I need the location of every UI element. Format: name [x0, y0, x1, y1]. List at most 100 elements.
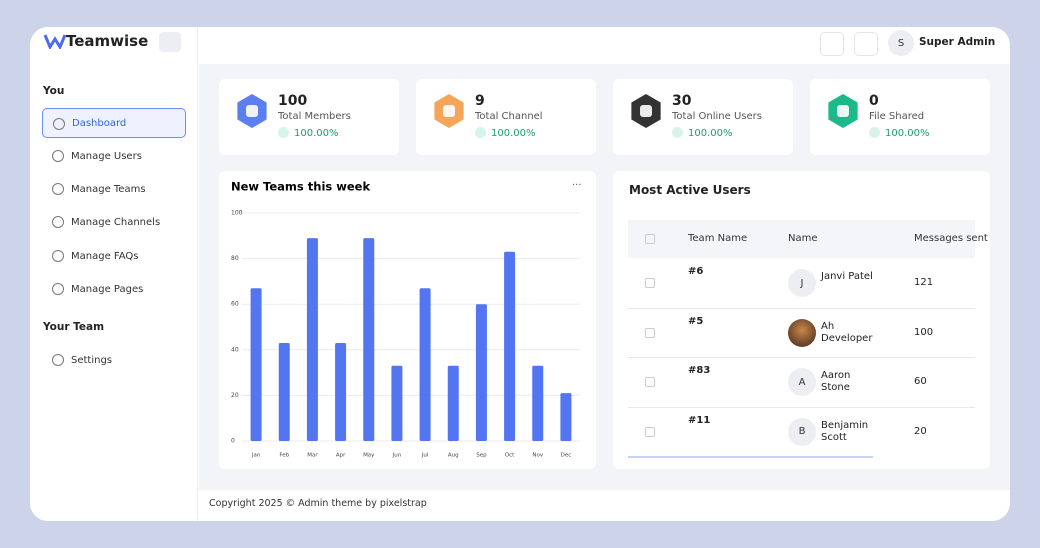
bar [306, 238, 318, 441]
y-tick-label: 80 [231, 255, 239, 262]
nav-item[interactable]: Manage Teams [42, 174, 186, 204]
x-tick-label: Jun [392, 453, 402, 459]
checkbox[interactable] [645, 426, 655, 437]
checkbox[interactable] [645, 327, 655, 338]
bar [250, 288, 262, 441]
stat-change: 100.00% [672, 127, 733, 139]
section-title: You [43, 85, 65, 97]
x-tick-label: Nov [532, 453, 543, 459]
stat-change: 100.00% [278, 127, 339, 139]
x-tick-label: Oct [505, 453, 515, 459]
bar [532, 365, 544, 441]
stat-value: 9 [475, 93, 485, 109]
bar [560, 393, 572, 441]
checkbox[interactable] [645, 377, 655, 387]
chart-menu[interactable]: ··· [572, 180, 582, 191]
nav-label: Manage Channels [71, 216, 161, 228]
messages: 20 [914, 425, 927, 437]
x-tick-label: Sep [476, 453, 487, 459]
column-header: Team Name [688, 233, 748, 244]
stat-value: 0 [869, 93, 879, 109]
nav-icon [53, 118, 65, 130]
row-divider [628, 357, 975, 358]
logo-icon [43, 34, 67, 49]
nav-label: Manage Pages [71, 283, 144, 295]
bar [363, 238, 375, 441]
avatar: B [788, 417, 816, 446]
nav-item[interactable]: Manage FAQs [42, 241, 186, 271]
stat-value: 100 [278, 93, 308, 109]
y-tick-label: 60 [231, 301, 239, 308]
nav-item[interactable]: Settings [42, 345, 186, 375]
stat-change: 100.00% [475, 127, 536, 139]
y-tick-label: 0 [231, 438, 235, 445]
team-name: #5 [688, 315, 704, 327]
nav-icon [52, 283, 64, 295]
nav-icon [52, 250, 64, 262]
checkbox[interactable] [645, 234, 655, 244]
user-avatar[interactable]: S [888, 30, 914, 56]
theme-toggle[interactable] [820, 32, 844, 56]
nav-label: Dashboard [72, 117, 127, 129]
bar [447, 365, 459, 441]
x-tick-label: Aug [448, 453, 459, 459]
column-header: Name [788, 233, 818, 244]
chart-card: New Teams this week ··· 0 20 40 60 80 100 Jan F… [219, 171, 596, 469]
x-tick-label: Mar [307, 453, 318, 459]
bar [475, 304, 487, 441]
stat-change: 100.00% [869, 127, 930, 139]
stat-icon [237, 94, 267, 128]
nav-label: Settings [71, 354, 113, 366]
x-tick-label: Feb [279, 453, 289, 459]
nav-icon [52, 150, 64, 162]
nav-label: Manage FAQs [71, 250, 139, 262]
y-tick-label: 40 [231, 346, 239, 353]
bar [419, 288, 431, 441]
bar [335, 342, 347, 441]
y-tick-label: 100 [231, 210, 243, 217]
team-name: #83 [688, 365, 711, 376]
stat-card: 9 Total Channel 100.00% [416, 79, 596, 155]
user-name: Benjamin Scott [821, 419, 869, 443]
nav-item[interactable]: Manage Channels [42, 207, 186, 237]
user-name: Aaron Stone [821, 370, 851, 393]
stat-label: Total Members [278, 111, 351, 122]
column-header: Messages sent [914, 233, 988, 244]
section-title: Your Team [43, 321, 105, 333]
logo: Teamwise [66, 32, 149, 50]
x-tick-label: Apr [336, 453, 346, 459]
avatar-photo [788, 318, 816, 347]
nav-item[interactable]: Dashboard [42, 108, 186, 138]
table-header [628, 220, 975, 258]
bar [391, 365, 403, 441]
chart-title: New Teams this week [231, 180, 370, 194]
stat-card: 0 File Shared 100.00% [810, 79, 990, 155]
nav-item[interactable]: Manage Users [42, 141, 186, 171]
team-name: #11 [688, 414, 711, 426]
scrollbar [628, 456, 873, 458]
fullscreen-toggle[interactable] [854, 32, 878, 56]
user-name[interactable]: Super Admin [919, 36, 996, 48]
stat-label: Total Channel [475, 111, 543, 122]
nav-icon [52, 354, 64, 366]
stat-icon [434, 94, 464, 128]
x-tick-label: Dec [561, 453, 572, 459]
chart: New Teams this week ··· 0 20 40 60 80 100 Jan F… [231, 180, 582, 459]
x-tick-label: Jul [421, 453, 429, 459]
nav-label: Manage Users [71, 150, 142, 162]
nav-icon [52, 216, 64, 228]
team-name: #6 [688, 266, 704, 277]
nav-item[interactable]: Manage Pages [42, 274, 186, 304]
messages: 121 [914, 277, 934, 288]
stat-card: 30 Total Online Users 100.00% [613, 79, 793, 155]
row-divider [628, 406, 975, 408]
menu-toggle[interactable] [159, 32, 181, 52]
stat-card: 100 Total Members 100.00% [219, 79, 399, 155]
x-tick-label: May [363, 453, 375, 459]
x-tick-label: Jan [251, 453, 261, 459]
checkbox[interactable] [645, 278, 655, 288]
y-tick-label: 20 [231, 392, 239, 399]
table-card: Most Active Users Team Name Name Messages … [613, 171, 990, 469]
sidebar: Teamwise You Dashboard Manage Users Manage … [30, 27, 198, 521]
